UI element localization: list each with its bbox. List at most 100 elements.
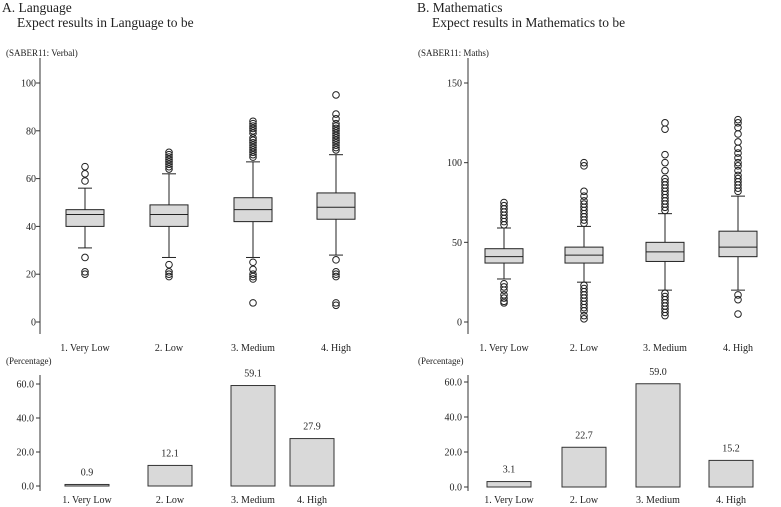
outlier-point xyxy=(81,177,89,185)
outlier-point xyxy=(165,155,173,164)
y-axis-label: (Percentage) xyxy=(418,356,463,366)
outlier-point xyxy=(332,138,340,147)
outlier-point xyxy=(332,124,340,133)
outlier-point xyxy=(81,253,89,262)
x-category-label: 2. Low xyxy=(156,495,185,506)
outlier-point xyxy=(332,91,340,99)
outlier-point xyxy=(249,148,257,157)
outlier-point xyxy=(81,270,89,279)
outlier-point xyxy=(500,198,508,207)
y-tick-label: 0.0 xyxy=(22,482,35,493)
outlier-point xyxy=(500,283,508,291)
bar xyxy=(64,483,110,487)
bar-value-label: 0.9 xyxy=(81,467,94,478)
outlier-point xyxy=(661,119,669,127)
outlier-point xyxy=(734,310,742,318)
outlier-point xyxy=(332,256,340,264)
y-tick-label: 20.0 xyxy=(445,448,463,459)
y-tick-label: 20 xyxy=(26,270,36,281)
outlier-point xyxy=(81,170,89,178)
outlier-point xyxy=(249,272,257,281)
outlier-point xyxy=(580,303,588,312)
x-category-label: 1. Very Low xyxy=(60,343,110,354)
outlier-point xyxy=(165,260,173,269)
x-category-label: 4. High xyxy=(716,495,746,506)
outlier-point xyxy=(165,158,173,166)
outlier-point xyxy=(332,119,340,128)
y-tick-label: 40.0 xyxy=(445,413,463,424)
y-tick-label: 40 xyxy=(26,222,36,233)
outlier-point xyxy=(734,162,742,170)
outlier-point xyxy=(580,307,588,315)
outlier-point xyxy=(165,160,173,169)
x-category-label: 2. Low xyxy=(570,343,599,354)
y-tick-label: 0 xyxy=(457,318,462,329)
outlier-point xyxy=(332,136,340,145)
outlier-point xyxy=(249,122,257,130)
y-axis-label: (Percentage) xyxy=(6,356,51,366)
outlier-point xyxy=(661,177,669,186)
outlier-point xyxy=(165,162,173,171)
outlier-point xyxy=(661,311,669,320)
bar xyxy=(486,481,532,488)
outlier-point xyxy=(734,138,742,146)
box xyxy=(65,209,105,227)
outlier-point xyxy=(661,174,669,183)
outlier-point xyxy=(249,265,257,274)
y-axis-label: (SABER11: Verbal) xyxy=(6,48,78,58)
y-axis-label: (SABER11: Maths) xyxy=(418,48,489,58)
outlier-point xyxy=(249,299,257,307)
outlier-point xyxy=(734,158,742,167)
x-category-label: 1. Very Low xyxy=(62,495,112,506)
outlier-point xyxy=(249,119,257,128)
outlier-point xyxy=(734,154,742,162)
outlier-point xyxy=(165,150,173,159)
outlier-point xyxy=(332,299,340,307)
bar-value-label: 22.7 xyxy=(575,430,593,441)
outlier-point xyxy=(165,148,173,157)
bar-value-label: 12.1 xyxy=(161,448,179,459)
outlier-point xyxy=(81,162,89,171)
outlier-point xyxy=(249,141,257,149)
outlier-point xyxy=(734,291,742,299)
outlier-point xyxy=(580,162,588,170)
outlier-point xyxy=(580,311,588,320)
outlier-point xyxy=(734,166,742,175)
bar-value-label: 3.1 xyxy=(503,465,516,476)
outlier-point xyxy=(332,268,340,276)
outlier-point xyxy=(249,129,257,137)
outlier-point xyxy=(661,150,669,159)
panel-b-title: Expect results in Mathematics to be xyxy=(432,15,626,30)
outlier-point xyxy=(332,115,340,123)
y-tick-label: 60.0 xyxy=(445,378,463,389)
bar-value-label: 59.0 xyxy=(649,367,667,378)
outlier-point xyxy=(734,171,742,180)
outlier-point xyxy=(734,144,742,153)
y-tick-label: 100 xyxy=(21,79,36,90)
x-category-label: 3. Medium xyxy=(643,343,687,354)
y-tick-label: 100 xyxy=(447,158,462,169)
outlier-point xyxy=(332,146,340,154)
panel-a-letter: A. Language xyxy=(2,0,72,15)
outlier-point xyxy=(249,127,257,135)
panel-a-title: Expect results in Language to be xyxy=(17,15,194,30)
outlier-point xyxy=(661,166,669,175)
bar xyxy=(635,383,681,488)
x-category-label: 2. Low xyxy=(155,343,184,354)
outlier-point xyxy=(249,143,257,152)
bar-value-label: 15.2 xyxy=(722,443,740,454)
outlier-point xyxy=(580,158,588,167)
outlier-point xyxy=(165,268,173,276)
outlier-point xyxy=(249,117,257,126)
outlier-point xyxy=(500,286,508,294)
box xyxy=(718,230,758,258)
outlier-point xyxy=(332,272,340,281)
outlier-point xyxy=(249,124,257,133)
outlier-point xyxy=(734,295,742,304)
y-tick-label: 80 xyxy=(26,126,36,137)
outlier-point xyxy=(249,258,257,267)
bar xyxy=(289,438,335,487)
outlier-point xyxy=(580,187,588,196)
